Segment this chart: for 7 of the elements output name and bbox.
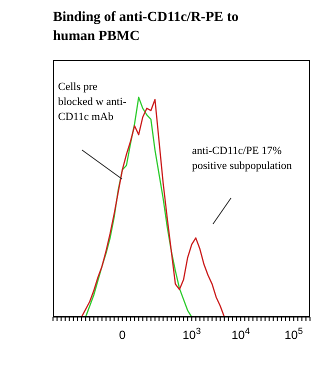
- x-tick-label: 10$^{3}$: [182, 326, 201, 342]
- x-tick-label: 10$^{4}$: [231, 326, 250, 342]
- annotation: Cells pre blocked w anti-CD11c mAb: [58, 80, 128, 125]
- x-tick-label: 0: [119, 328, 126, 342]
- annotation: anti-CD11c/PE 17% positive subpopulation: [192, 144, 292, 174]
- x-tick-label: 10$^{5}$: [284, 326, 303, 342]
- chart-title: Binding of anti-CD11c/R-PE to human PBMC: [53, 9, 240, 46]
